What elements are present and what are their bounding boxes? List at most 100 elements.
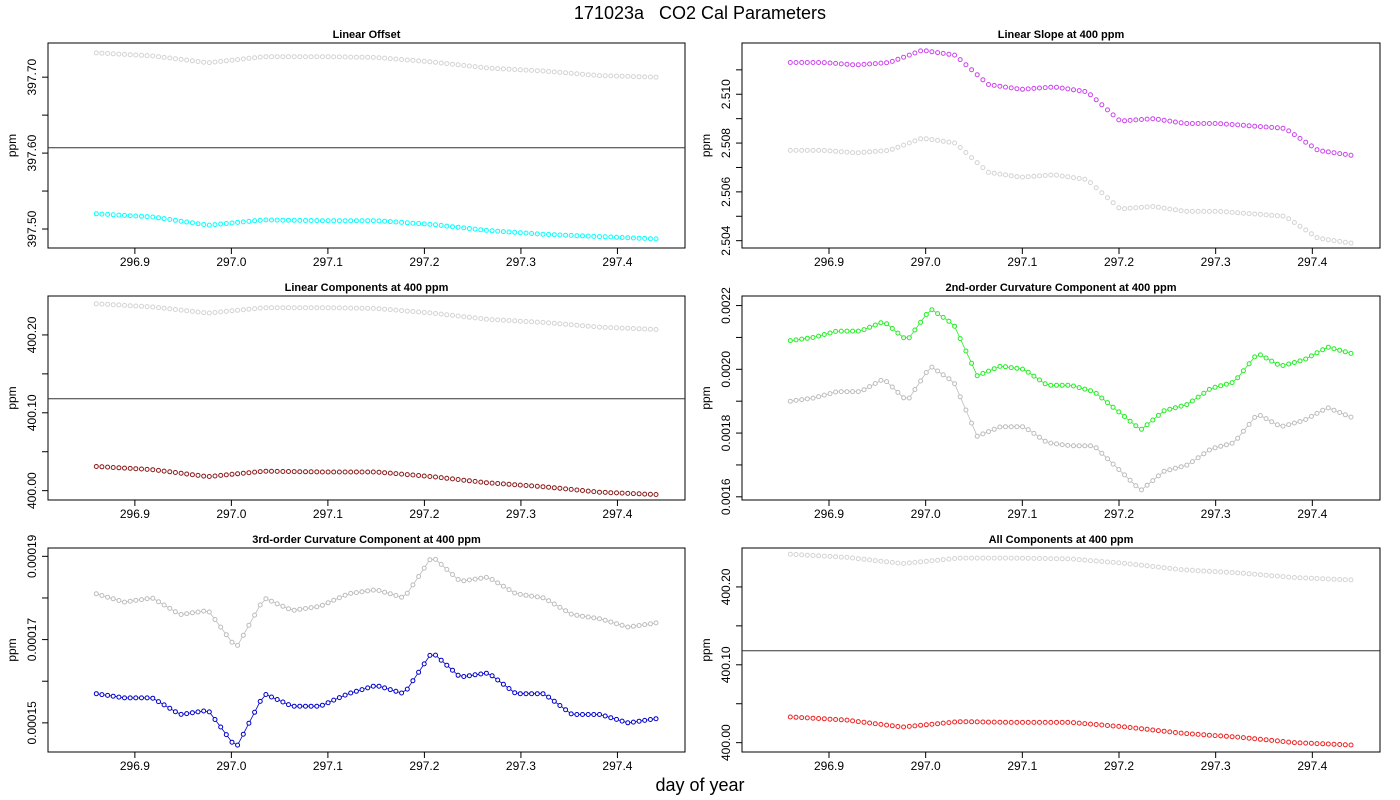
data-point [286, 54, 291, 60]
data-point [1155, 204, 1161, 210]
data-point [167, 55, 173, 61]
data-point [872, 558, 878, 564]
data-point [1161, 205, 1167, 211]
data-point [472, 576, 478, 582]
data-point [1139, 487, 1144, 493]
data-point [286, 305, 291, 311]
panel-all-components: All Components at 400 ppm 296.9 297.0 297.1… [699, 534, 1381, 773]
data-point [342, 469, 348, 475]
data-point [1110, 461, 1116, 467]
data-point [319, 54, 325, 60]
data-point [1189, 459, 1195, 465]
data-point [563, 608, 569, 614]
data-point [1139, 117, 1144, 122]
data-point [529, 231, 535, 236]
data-point [580, 488, 585, 493]
data-point [1122, 414, 1127, 419]
data-point [212, 617, 218, 622]
data-point [455, 224, 461, 230]
data-point [517, 318, 523, 324]
data-point [1235, 570, 1241, 576]
data-point [110, 596, 116, 602]
data-point [161, 305, 167, 311]
data-point [421, 221, 427, 227]
data-point [489, 65, 495, 71]
data-point [1189, 731, 1195, 737]
data-point [1274, 361, 1280, 367]
data-point [1263, 355, 1269, 361]
data-point [625, 235, 631, 241]
data-point [1150, 417, 1156, 423]
data-point [376, 55, 382, 61]
data-point [1235, 375, 1241, 381]
data-point [1099, 102, 1105, 108]
data-point [421, 58, 427, 64]
data-point [855, 389, 861, 395]
data-point [546, 320, 552, 326]
data-point [1348, 577, 1354, 583]
data-point [1003, 719, 1008, 725]
data-point [1071, 87, 1076, 93]
data-point [619, 622, 625, 628]
data-point [963, 407, 969, 413]
data-point [861, 387, 867, 393]
data-point [353, 218, 359, 224]
data-point [404, 686, 410, 692]
data-point [303, 606, 308, 611]
data-point [1303, 356, 1309, 362]
data-point [1037, 434, 1042, 440]
data-point [1110, 112, 1116, 118]
data-point [500, 317, 506, 323]
panel-title: 3rd-order Curvature Component at 400 ppm [252, 534, 481, 546]
data-point [980, 555, 986, 561]
data-point [1314, 147, 1320, 153]
data-point [1223, 442, 1229, 448]
data-point [901, 142, 907, 148]
data-point [370, 218, 376, 224]
data-point [1342, 151, 1348, 157]
data-point [1303, 417, 1309, 422]
data-point [918, 319, 924, 325]
data-point [546, 69, 552, 74]
data-point [833, 717, 839, 722]
data-point [1161, 468, 1167, 474]
data-point [466, 478, 472, 484]
data-point [793, 147, 799, 153]
data-point [1020, 86, 1025, 92]
panel-2nd-order-curvature: 2nd-order Curvature Component at 400 ppm… [699, 282, 1381, 521]
data-point [647, 236, 653, 242]
data-point [229, 57, 235, 63]
data-point [1088, 721, 1093, 727]
series-1 [93, 301, 659, 332]
data-point [1257, 413, 1263, 418]
data-point [929, 721, 935, 727]
data-point [184, 471, 190, 477]
data-point [787, 147, 793, 153]
data-point [1178, 403, 1184, 409]
x-tick-label: 297.4 [602, 759, 632, 773]
data-point [568, 711, 574, 717]
data-point [331, 597, 337, 603]
data-point [1037, 173, 1042, 179]
data-point [551, 232, 557, 238]
data-point [189, 472, 195, 478]
data-point [1229, 380, 1235, 386]
data-point [991, 366, 997, 372]
data-point [1048, 84, 1054, 90]
data-point [585, 614, 591, 620]
data-point [314, 305, 320, 311]
data-point [1297, 575, 1303, 581]
data-point [1178, 567, 1184, 573]
data-point [99, 692, 105, 698]
data-point [906, 52, 912, 58]
data-point [1337, 410, 1343, 415]
x-tick-label: 297.3 [1201, 507, 1231, 521]
data-point [1031, 85, 1037, 91]
y-axis-label: ppm [5, 638, 19, 661]
data-point [455, 62, 461, 68]
data-point [1155, 728, 1161, 734]
data-point [1269, 358, 1275, 364]
data-point [376, 306, 382, 312]
data-point [483, 670, 489, 676]
data-point [263, 217, 269, 223]
